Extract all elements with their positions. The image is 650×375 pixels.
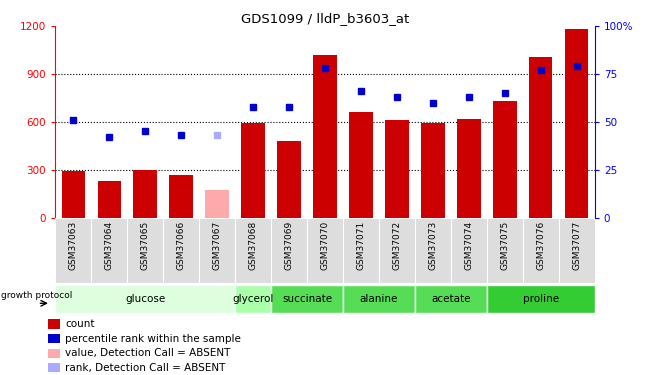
Bar <box>565 28 588 218</box>
Bar <box>48 363 60 372</box>
Bar <box>235 217 271 283</box>
Text: percentile rank within the sample: percentile rank within the sample <box>66 334 241 344</box>
Bar <box>487 285 595 313</box>
Title: GDS1099 / lldP_b3603_at: GDS1099 / lldP_b3603_at <box>241 12 409 25</box>
Bar <box>415 217 451 283</box>
Text: proline: proline <box>523 294 559 304</box>
Bar <box>307 217 343 283</box>
Text: value, Detection Call = ABSENT: value, Detection Call = ABSENT <box>66 348 231 358</box>
Text: GSM37067: GSM37067 <box>213 221 222 270</box>
Text: rank, Detection Call = ABSENT: rank, Detection Call = ABSENT <box>66 363 226 373</box>
Bar <box>48 320 60 329</box>
Text: GSM37064: GSM37064 <box>105 221 114 270</box>
Bar <box>385 120 409 218</box>
Bar <box>91 217 127 283</box>
Text: GSM37074: GSM37074 <box>464 221 473 270</box>
Text: count: count <box>66 319 95 329</box>
Bar <box>457 118 480 218</box>
Bar <box>487 217 523 283</box>
Bar <box>170 175 193 217</box>
Text: GSM37076: GSM37076 <box>536 221 545 270</box>
Text: growth protocol: growth protocol <box>1 291 73 300</box>
Bar <box>379 217 415 283</box>
Text: GSM37066: GSM37066 <box>177 221 186 270</box>
Bar <box>98 181 121 218</box>
Bar <box>205 190 229 217</box>
Text: GSM37063: GSM37063 <box>69 221 78 270</box>
Bar <box>55 217 91 283</box>
Bar <box>349 112 372 218</box>
Text: GSM37070: GSM37070 <box>320 221 330 270</box>
Bar <box>421 123 445 218</box>
Bar <box>278 141 301 218</box>
Text: GSM37075: GSM37075 <box>500 221 510 270</box>
Bar <box>62 171 85 217</box>
Bar <box>241 123 265 218</box>
Bar <box>493 101 517 217</box>
Bar <box>235 285 271 313</box>
Bar <box>127 217 163 283</box>
Text: GSM37071: GSM37071 <box>356 221 365 270</box>
Bar <box>133 171 157 217</box>
Text: GSM37073: GSM37073 <box>428 221 437 270</box>
Text: alanine: alanine <box>359 294 398 304</box>
Bar <box>48 348 60 358</box>
Text: GSM37065: GSM37065 <box>140 221 150 270</box>
Text: glucose: glucose <box>125 294 165 304</box>
Text: GSM37068: GSM37068 <box>248 221 257 270</box>
Bar <box>559 217 595 283</box>
Bar <box>313 55 337 217</box>
Bar <box>199 217 235 283</box>
Text: succinate: succinate <box>282 294 332 304</box>
Bar <box>163 217 199 283</box>
Text: GSM37069: GSM37069 <box>285 221 294 270</box>
Text: acetate: acetate <box>431 294 471 304</box>
Bar <box>271 285 343 313</box>
Bar <box>48 334 60 344</box>
Bar <box>343 217 379 283</box>
Text: glycerol: glycerol <box>233 294 274 304</box>
Bar <box>55 285 235 313</box>
Text: GSM37072: GSM37072 <box>393 221 402 270</box>
Text: GSM37077: GSM37077 <box>572 221 581 270</box>
Bar <box>523 217 559 283</box>
Bar <box>271 217 307 283</box>
Bar <box>451 217 487 283</box>
Bar <box>415 285 487 313</box>
Bar <box>529 57 552 217</box>
Bar <box>343 285 415 313</box>
